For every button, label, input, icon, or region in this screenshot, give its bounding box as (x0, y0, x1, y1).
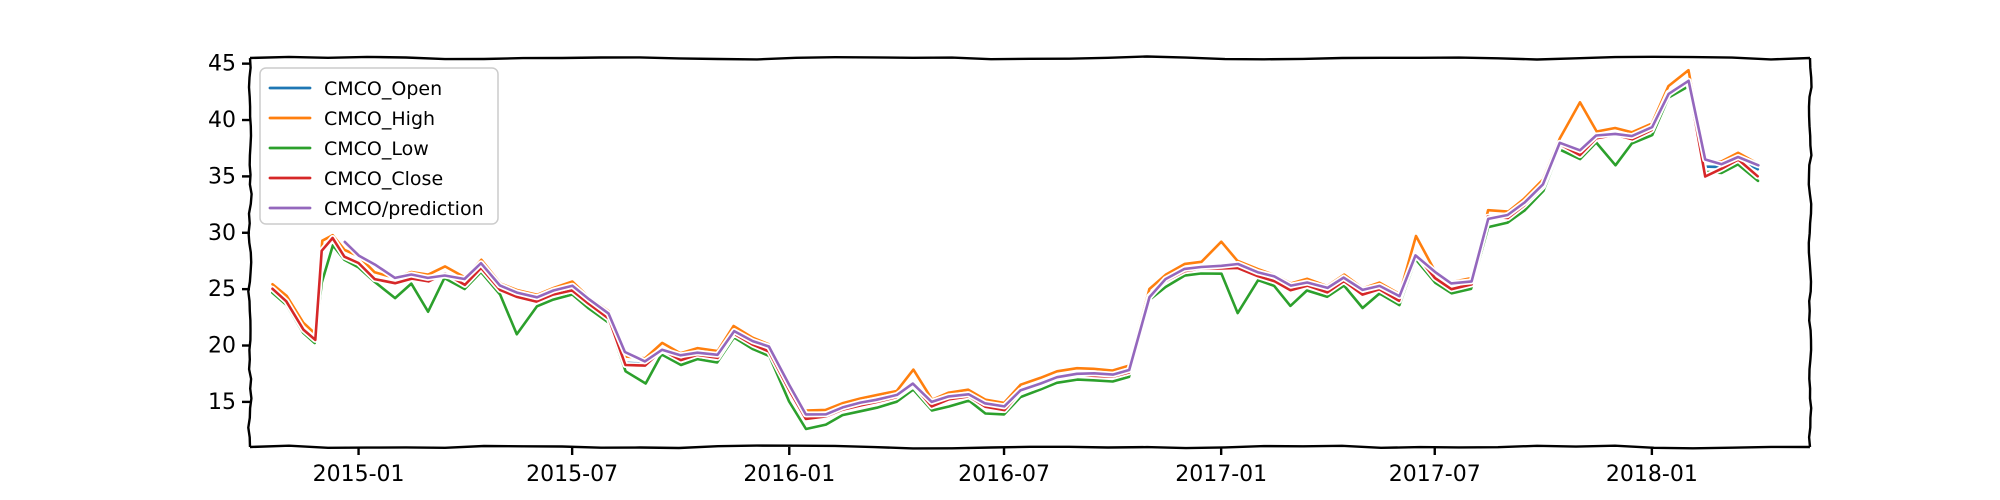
legend-label-cmco-prediction: CMCO/prediction (324, 198, 484, 220)
series-layer (269, 67, 1762, 432)
x-tick-label: 2016-07 (958, 462, 1050, 487)
legend-box (259, 67, 499, 225)
series-line-cmco-prediction (343, 79, 1760, 416)
x-tick-label: 2016-01 (743, 462, 835, 487)
plot-frame (247, 55, 1813, 450)
y-tick-label: 35 (208, 164, 236, 189)
axis-layer: 15 20 25 30 35 40 45 2015-01 2015-07 2016-01 2016-… (208, 52, 1698, 487)
legend-label-cmco-close: CMCO_Close (324, 168, 443, 190)
y-tick-label: 40 (208, 108, 236, 133)
x-tick-label: 2015-01 (313, 462, 405, 487)
y-tick-label: 25 (208, 277, 236, 302)
legend: CMCO_Open CMCO_High CMCO_Low CMCO_Close CMCO… (259, 67, 499, 225)
x-tick-label: 2018-01 (1606, 462, 1698, 487)
y-tick-label: 15 (208, 390, 236, 415)
legend-label-cmco-open: CMCO_Open (324, 78, 442, 100)
legend-label-cmco-low: CMCO_Low (324, 138, 429, 160)
legend-label-cmco-high: CMCO_High (324, 108, 435, 130)
y-tick-label: 45 (208, 52, 236, 77)
x-tick-label: 2017-01 (1175, 462, 1267, 487)
series-halo-cmco-prediction (341, 77, 1762, 418)
y-tick-label: 20 (208, 334, 236, 359)
x-tick-label: 2017-07 (1389, 462, 1481, 487)
y-tick-label: 30 (208, 221, 236, 246)
x-tick-label: 2015-07 (526, 462, 618, 487)
